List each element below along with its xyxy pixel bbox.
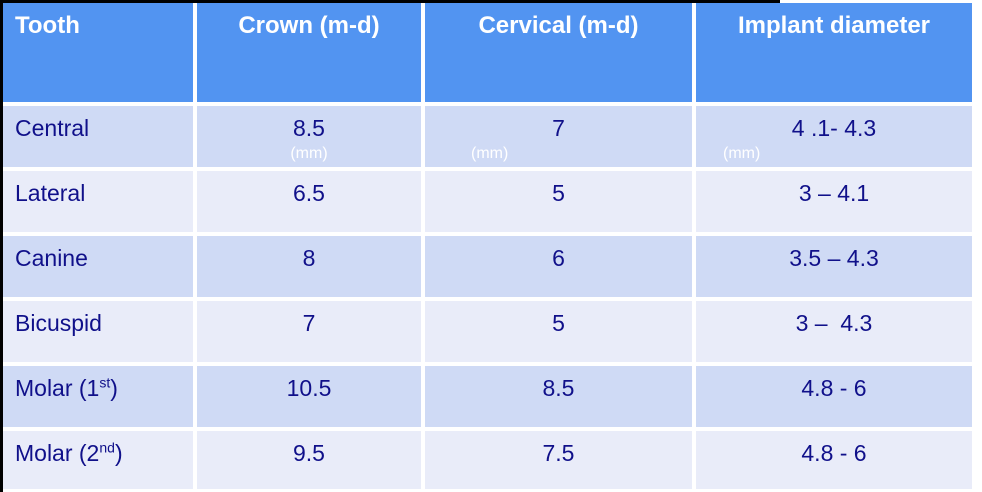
implant-value: 4.8 - 6: [801, 375, 867, 401]
row-molar-2nd-crown-cell: 9.5: [197, 431, 421, 489]
row-molar-2nd-cervical-cell: 7.5: [425, 431, 692, 489]
column-header-cervical: Cervical (m-d): [425, 3, 692, 102]
tooth-name: Lateral: [15, 180, 86, 206]
tooth-dimensions-table: Tooth Crown (m-d) Cervical (m-d) Implant…: [3, 3, 972, 489]
row-bicuspid-cervical-cell: 5: [425, 301, 692, 362]
row-canine-cervical-cell: 6: [425, 236, 692, 297]
row-molar-1st-tooth-cell: Molar (1st): [3, 366, 193, 427]
crop-border-left: [0, 0, 3, 492]
row-lateral-crown-cell: 6.5: [197, 171, 421, 232]
tooth-name: Canine: [15, 245, 88, 271]
row-central-implant-cell: 4 .1- 4.3 (mm): [696, 106, 972, 167]
crown-value: 6.5: [293, 180, 325, 206]
row-molar-2nd-implant-cell: 4.8 - 6: [696, 431, 972, 489]
row-canine-implant-cell: 3.5 – 4.3: [696, 236, 972, 297]
tooth-name-suffix: ): [110, 375, 118, 401]
row-molar-1st-cervical-cell: 8.5: [425, 366, 692, 427]
row-lateral-tooth-cell: Lateral: [3, 171, 193, 232]
cervical-value: 5: [552, 180, 565, 206]
cervical-value: 8.5: [542, 375, 575, 401]
row-lateral-cervical-cell: 5: [425, 171, 692, 232]
tooth-name: Bicuspid: [15, 310, 102, 336]
implant-value: 4.8 - 6: [801, 440, 867, 466]
tooth-name: Molar (1: [15, 375, 100, 401]
row-bicuspid-tooth-cell: Bicuspid: [3, 301, 193, 362]
crop-border-top: [0, 0, 780, 3]
tooth-name-superscript: nd: [99, 439, 115, 456]
unit-label-mm: (mm): [290, 145, 328, 162]
crown-value: 8.5: [293, 115, 325, 141]
row-central-cervical-cell: 7 (mm): [425, 106, 692, 167]
column-header-tooth: Tooth: [3, 3, 193, 102]
tooth-name: Molar (2: [15, 440, 100, 466]
crown-value: 8: [302, 245, 316, 271]
implant-value: 3 – 4.3: [795, 310, 873, 336]
column-header-implant-diameter: Implant diameter: [696, 3, 972, 102]
crown-value: 9.5: [293, 440, 325, 466]
unit-label-mm: (mm): [723, 145, 761, 162]
tooth-name-suffix: ): [114, 440, 123, 466]
implant-value: 3 – 4.1: [798, 180, 870, 206]
cervical-value: 7.5: [542, 440, 575, 466]
implant-value: 3.5 – 4.3: [789, 245, 879, 271]
row-bicuspid-implant-cell: 3 – 4.3: [696, 301, 972, 362]
row-molar-1st-implant-cell: 4.8 - 6: [696, 366, 972, 427]
row-lateral-implant-cell: 3 – 4.1: [696, 171, 972, 232]
unit-label-mm: (mm): [471, 145, 509, 162]
row-canine-tooth-cell: Canine: [3, 236, 193, 297]
cervical-value: 6: [552, 245, 565, 271]
row-bicuspid-crown-cell: 7: [197, 301, 421, 362]
tooth-name-superscript: st: [99, 374, 111, 391]
cervical-value: 5: [552, 310, 565, 336]
row-molar-2nd-tooth-cell: Molar (2nd): [3, 431, 193, 489]
cervical-value: 7: [552, 115, 565, 141]
column-header-crown: Crown (m-d): [197, 3, 421, 102]
row-canine-crown-cell: 8: [197, 236, 421, 297]
implant-value: 4 .1- 4.3: [791, 115, 877, 141]
tooth-name: Central: [15, 115, 90, 141]
crown-value: 10.5: [286, 375, 332, 401]
crown-value: 7: [302, 310, 316, 336]
row-central-crown-cell: 8.5 (mm): [197, 106, 421, 167]
row-molar-1st-crown-cell: 10.5: [197, 366, 421, 427]
row-central-tooth-cell: Central: [3, 106, 193, 167]
